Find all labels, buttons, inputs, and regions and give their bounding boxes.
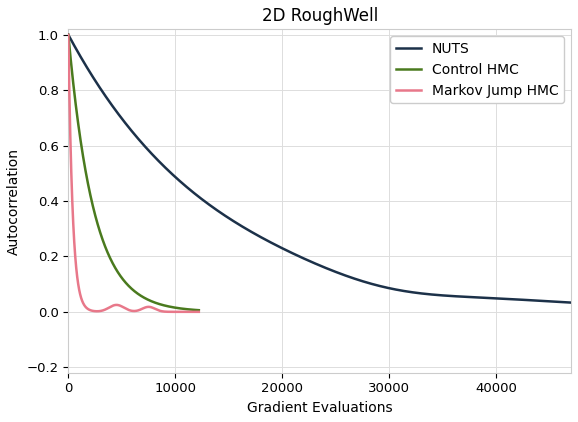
Control HMC: [177, 306, 184, 311]
NUTS: [152, 155, 159, 160]
Markov Jump HMC: [73, 267, 80, 272]
NUTS: [568, 300, 575, 305]
Control HMC: [140, 295, 147, 300]
Control HMC: [73, 107, 80, 112]
NUTS: [279, 246, 286, 251]
Control HMC: [144, 297, 151, 302]
Line: NUTS: NUTS: [68, 35, 571, 303]
NUTS: [122, 121, 129, 126]
NUTS: [558, 300, 565, 305]
Line: Markov Jump HMC: Markov Jump HMC: [68, 35, 199, 312]
X-axis label: Gradient Evaluations: Gradient Evaluations: [247, 401, 392, 415]
Control HMC: [195, 308, 202, 313]
Line: Control HMC: Control HMC: [68, 35, 199, 310]
Control HMC: [164, 303, 171, 308]
Markov Jump HMC: [148, 305, 155, 310]
Legend: NUTS, Control HMC, Markov Jump HMC: NUTS, Control HMC, Markov Jump HMC: [390, 36, 564, 103]
Markov Jump HMC: [140, 306, 147, 311]
NUTS: [65, 32, 72, 38]
Markov Jump HMC: [164, 309, 171, 314]
Control HMC: [148, 299, 155, 304]
Markov Jump HMC: [195, 309, 202, 314]
Markov Jump HMC: [177, 309, 184, 314]
NUTS: [258, 235, 265, 240]
NUTS: [503, 296, 510, 301]
Markov Jump HMC: [144, 304, 151, 309]
Title: 2D RoughWell: 2D RoughWell: [262, 7, 378, 25]
Control HMC: [65, 32, 72, 38]
Y-axis label: Autocorrelation: Autocorrelation: [7, 148, 21, 254]
Markov Jump HMC: [65, 32, 72, 38]
